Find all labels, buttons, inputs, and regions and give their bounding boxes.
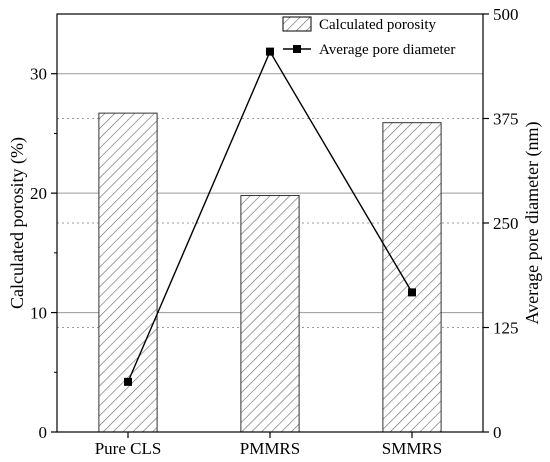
bar-pmmrs xyxy=(240,195,300,433)
right-tick-label: 250 xyxy=(493,214,519,233)
pore-diameter-point-smmrs xyxy=(408,288,416,297)
x-tick-label: SMMRS xyxy=(382,439,442,458)
right-tick-label: 375 xyxy=(493,110,519,129)
right-tick-label: 125 xyxy=(493,319,519,338)
x-tick-label: PMMRS xyxy=(240,439,300,458)
x-tick-label: Pure CLS xyxy=(95,439,162,458)
left-tick-label: 20 xyxy=(30,184,47,203)
x-axis: Pure CLS PMMRS SMMRS xyxy=(95,432,442,458)
legend-label-pore-diameter: Average pore diameter xyxy=(319,42,455,58)
bar-series xyxy=(98,112,442,433)
line-series xyxy=(124,47,416,386)
legend-swatch-porosity xyxy=(282,16,312,32)
legend: Calculated porosity Average pore diamete… xyxy=(282,16,455,58)
left-tick-label: 0 xyxy=(39,423,48,442)
pore-diameter-point-pmmrs xyxy=(266,47,274,56)
right-tick-label: 500 xyxy=(493,5,519,24)
left-tick-label: 30 xyxy=(30,65,47,84)
y-axis-title: Calculated porosity (%) xyxy=(7,137,28,309)
right-tick-label: 0 xyxy=(493,423,502,442)
legend-label-porosity: Calculated porosity xyxy=(319,17,437,33)
right-y-axis: 0 125 250 375 500 xyxy=(483,5,519,442)
left-tick-label: 10 xyxy=(30,304,47,323)
legend-marker-square xyxy=(293,45,301,53)
bar-smmrs xyxy=(382,122,442,433)
y2-axis-title: Average pore diameter (nm) xyxy=(522,121,543,324)
left-y-axis: 0 10 20 30 xyxy=(30,65,57,442)
pore-diameter-point-pure-cls xyxy=(124,377,132,386)
